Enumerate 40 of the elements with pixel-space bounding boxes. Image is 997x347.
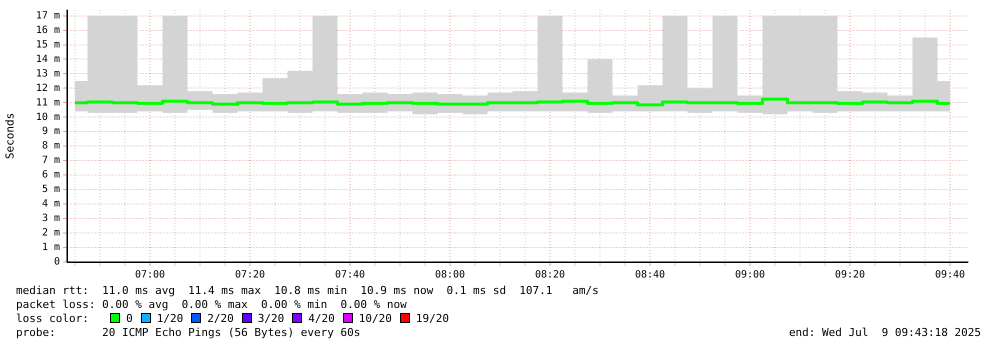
y-tick-label: 9 m xyxy=(42,126,60,138)
y-tick-label: 1 m xyxy=(42,242,60,254)
text: probe: 20 ICMP Echo Pings (56 Bytes) every 60s xyxy=(16,326,360,340)
y-tick-label: 5 m xyxy=(42,184,60,196)
legend-label: 10/20 xyxy=(358,312,392,325)
legend-label: 1/20 xyxy=(156,312,184,325)
y-tick-label: 4 m xyxy=(42,198,60,210)
y-tick-label: 10 m xyxy=(36,112,60,123)
legend-label: 4/20 xyxy=(308,312,335,325)
x-tick-label: 08:20 xyxy=(534,270,566,281)
y-tick-label: 0 xyxy=(54,256,60,268)
legend-label: 0 xyxy=(126,312,133,325)
text: end: Wed Jul 9 09:43:18 2025 xyxy=(788,326,981,340)
y-tick-label: 6 m xyxy=(42,170,60,181)
y-axis-title: Seconds xyxy=(3,112,16,160)
legend-label: 2/20 xyxy=(207,312,234,325)
x-tick-label: 08:40 xyxy=(634,270,666,281)
y-tick-label: 13 m xyxy=(36,68,60,80)
legend-title: loss color: xyxy=(16,312,90,325)
text: packet loss: 0.00 % avg 0.00 % max 0.00 % min 0.00 % now xyxy=(16,298,408,312)
legend-label: 19/20 xyxy=(416,312,449,325)
x-tick-label: 07:20 xyxy=(234,270,266,281)
y-tick-label: 8 m xyxy=(42,140,60,152)
legend-label: 3/20 xyxy=(258,312,284,325)
y-tick-label: 14 m xyxy=(36,54,60,65)
y-tick-label: 11 m xyxy=(36,97,60,108)
y-tick-label: 16 m xyxy=(36,24,60,36)
y-tick-label: 2 m xyxy=(42,228,60,239)
y-tick-label: 7 m xyxy=(42,155,60,166)
x-tick-label: 07:00 xyxy=(134,270,166,281)
y-tick-label: 3 m xyxy=(42,213,60,224)
y-tick-label: 12 m xyxy=(36,82,60,94)
y-tick-label: 17 m xyxy=(36,10,60,22)
x-tick-label: 09:20 xyxy=(834,270,866,281)
x-tick-label: 08:00 xyxy=(434,270,466,281)
text: median rtt: 11.0 ms avg 11.4 ms max 10.8 ms min 10.9 ms now 0.1 ms sd 107.1 am/s xyxy=(16,284,600,298)
x-tick-label: 07:40 xyxy=(334,270,366,281)
x-tick-label: 09:40 xyxy=(934,270,966,281)
x-tick-label: 09:00 xyxy=(734,270,766,281)
y-tick-label: 15 m xyxy=(36,39,60,50)
